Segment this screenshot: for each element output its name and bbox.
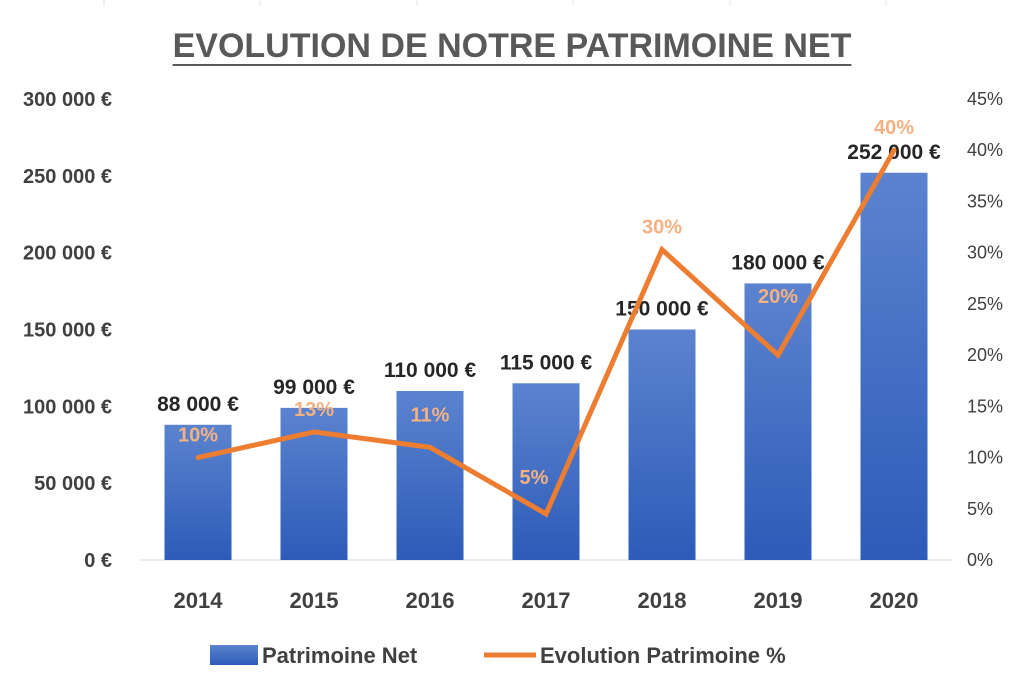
x-tick-label: 2015 (290, 588, 339, 613)
line-value-label: 11% (411, 404, 450, 426)
x-tick-label: 2014 (174, 588, 224, 613)
right-tick-label: 35% (967, 191, 1003, 211)
right-tick-label: 20% (967, 345, 1003, 365)
bar-value-label: 88 000 € (157, 393, 239, 416)
line-value-label: 30% (642, 217, 682, 239)
left-axis: 0 € 50 000 € 100 000 € 150 000 € 200 000 € 25… (23, 89, 112, 572)
left-tick-label: 200 000 € (23, 243, 112, 265)
right-tick-label: 30% (967, 243, 1003, 263)
x-tick-label: 2016 (406, 588, 455, 613)
left-tick-label: 300 000 € (23, 89, 112, 111)
chart-title: EVOLUTION DE NOTRE PATRIMOINE NET (173, 27, 852, 65)
legend: Patrimoine Net Evolution Patrimoine % (210, 643, 786, 668)
line-value-label: 13% (294, 399, 334, 421)
left-tick-label: 150 000 € (23, 320, 112, 342)
bar-value-label: 99 000 € (273, 376, 355, 399)
right-tick-label: 0% (967, 550, 993, 570)
line-value-label: 10% (178, 425, 218, 447)
bar-2018 (629, 330, 696, 561)
top-border-fragments (104, 0, 886, 6)
x-tick-label: 2018 (638, 588, 687, 613)
left-tick-label: 0 € (84, 550, 112, 572)
right-tick-label: 40% (967, 140, 1003, 160)
legend-swatch-bar (210, 645, 258, 665)
right-tick-label: 10% (967, 448, 1003, 468)
bar-2019 (745, 283, 812, 560)
right-tick-label: 25% (967, 294, 1003, 314)
legend-label-bar: Patrimoine Net (262, 643, 418, 668)
bar-value-label: 150 000 € (615, 298, 709, 321)
line-value-label: 40% (874, 117, 914, 139)
bar-value-label: 110 000 € (384, 359, 477, 382)
bar-value-label: 115 000 € (500, 351, 593, 374)
x-axis: 2014 2015 2016 2017 2018 2019 2020 (174, 588, 919, 613)
left-tick-label: 250 000 € (23, 166, 112, 188)
right-tick-label: 45% (967, 89, 1003, 109)
line-value-label: 5% (520, 467, 549, 489)
line-value-label: 20% (758, 286, 798, 308)
bar-2020 (861, 173, 928, 560)
bar-value-label: 180 000 € (731, 251, 825, 274)
right-tick-label: 5% (967, 499, 993, 519)
left-tick-label: 50 000 € (34, 473, 112, 495)
x-tick-label: 2019 (754, 588, 803, 613)
right-axis: 0% 5% 10% 15% 20% 25% 30% 35% 40% 45% (967, 89, 1003, 570)
x-tick-label: 2020 (870, 588, 919, 613)
right-tick-label: 15% (967, 396, 1003, 416)
legend-label-line: Evolution Patrimoine % (540, 643, 786, 668)
x-tick-label: 2017 (522, 588, 571, 613)
left-tick-label: 100 000 € (23, 396, 112, 418)
